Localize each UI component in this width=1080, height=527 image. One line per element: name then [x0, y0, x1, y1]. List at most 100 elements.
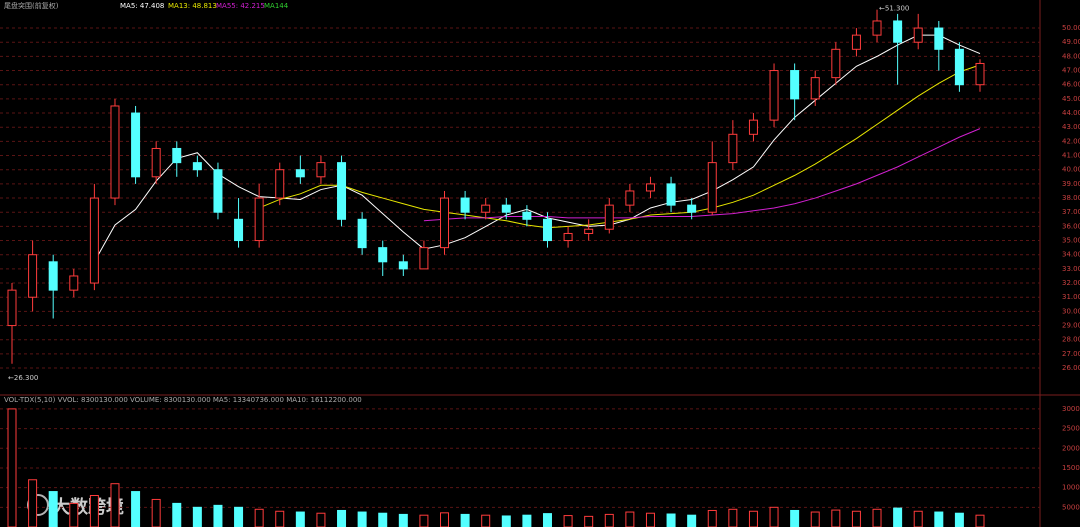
legend-entry: MA144 — [264, 2, 289, 10]
candle-body — [604, 204, 614, 230]
volume-bar — [316, 512, 326, 527]
candle-body — [584, 228, 594, 234]
volume-bar — [872, 508, 882, 527]
volume-bar — [398, 513, 408, 527]
candle-body — [913, 27, 923, 43]
volume-bar — [192, 506, 202, 527]
candle-body — [419, 247, 429, 270]
volume-bar — [7, 408, 17, 527]
candle-body — [872, 20, 882, 36]
y-tick-label: 36.00 — [1062, 222, 1080, 230]
candle-body — [707, 162, 717, 213]
y-tick-label: 27.00 — [1062, 350, 1080, 358]
candle-body — [563, 232, 573, 242]
candle-body — [213, 169, 223, 213]
candle-body — [460, 197, 470, 213]
y-tick-label: 39.00 — [1062, 180, 1080, 188]
y-tick-label: 42.00 — [1062, 137, 1080, 145]
candle-body — [831, 48, 841, 79]
volume-bar — [295, 511, 305, 527]
volume-bar — [707, 509, 717, 527]
y-tick-label: 47.00 — [1062, 67, 1080, 75]
candle-body — [440, 197, 450, 249]
volume-bar — [28, 479, 38, 527]
candle-body — [357, 218, 367, 249]
volume-bar — [975, 514, 985, 527]
candle-body — [295, 169, 305, 178]
y-tick-label: 38.00 — [1062, 194, 1080, 202]
annotation: ←51.300 — [879, 5, 909, 13]
volume-bar — [172, 502, 182, 527]
volume-bar — [769, 506, 779, 527]
candle-body — [28, 254, 38, 298]
y-tick-label: 37.00 — [1062, 208, 1080, 216]
candle-body — [481, 204, 491, 213]
candle-body — [337, 162, 347, 220]
candle-body — [975, 62, 985, 86]
candle-body — [316, 162, 326, 178]
volume-bar — [831, 509, 841, 527]
volume-bar — [89, 495, 99, 527]
annotation: ←26.300 — [8, 374, 38, 382]
y-tick-label: 43.00 — [1062, 123, 1080, 131]
candle-body — [151, 147, 161, 178]
y-tick-label: 50.00 — [1062, 24, 1080, 32]
chart-title: 尾盘突围(前复权) — [4, 1, 59, 10]
volume-bar — [522, 514, 532, 527]
y-tick-label: 40.00 — [1062, 166, 1080, 174]
volume-bar — [934, 511, 944, 527]
y-tick-label: 49.00 — [1062, 38, 1080, 46]
volume-bar — [69, 502, 79, 527]
volume-bar — [687, 514, 697, 527]
volume-bar — [810, 511, 820, 527]
volume-bar — [913, 510, 923, 527]
volume-bar — [625, 511, 635, 527]
volume-bar — [584, 515, 594, 527]
y-tick-label: 31.00 — [1062, 293, 1080, 301]
candle-body — [275, 169, 285, 199]
candle-body — [398, 261, 408, 270]
legend-entry: MA13: 48.813 — [168, 2, 217, 10]
candle-body — [69, 275, 79, 291]
volume-bar — [213, 504, 223, 527]
candle-body — [172, 147, 182, 164]
y-tick-label: 20000 — [1062, 444, 1080, 452]
volume-bar — [440, 512, 450, 527]
y-tick-label: 41.00 — [1062, 152, 1080, 160]
y-tick-label: 30.00 — [1062, 307, 1080, 315]
candle-body — [769, 70, 779, 121]
y-tick-label: 29.00 — [1062, 322, 1080, 330]
volume-bar — [481, 514, 491, 527]
volume-bar — [234, 506, 244, 527]
volume-bar — [131, 491, 141, 527]
candle-body — [810, 77, 820, 100]
volume-bar — [954, 512, 964, 527]
volume-bar — [666, 513, 676, 527]
volume-bar — [275, 510, 285, 527]
volume-bar — [419, 514, 429, 527]
volume-bar — [542, 513, 552, 527]
candle-body — [625, 190, 635, 206]
candle-body — [131, 112, 141, 178]
y-tick-label: 34.00 — [1062, 251, 1080, 259]
y-tick-label: 45.00 — [1062, 95, 1080, 103]
candle-body — [89, 197, 99, 284]
candle-body — [790, 70, 800, 100]
ma-line — [423, 128, 981, 222]
volume-bar — [501, 515, 511, 527]
volume-bar — [110, 483, 120, 527]
legend-entry: MA5: 47.408 — [120, 2, 164, 10]
candle-body — [501, 204, 511, 213]
candle-body — [110, 105, 120, 199]
candle-body — [48, 261, 58, 291]
volume-bar — [48, 491, 58, 527]
candle-body — [893, 20, 903, 43]
candle-body — [378, 247, 388, 263]
y-tick-label: 25000 — [1062, 425, 1080, 433]
y-tick-label: 5000 — [1062, 503, 1080, 511]
y-tick-label: 44.00 — [1062, 109, 1080, 117]
candle-body — [851, 34, 861, 50]
volume-bar — [645, 512, 655, 527]
y-tick-label: 35.00 — [1062, 237, 1080, 245]
